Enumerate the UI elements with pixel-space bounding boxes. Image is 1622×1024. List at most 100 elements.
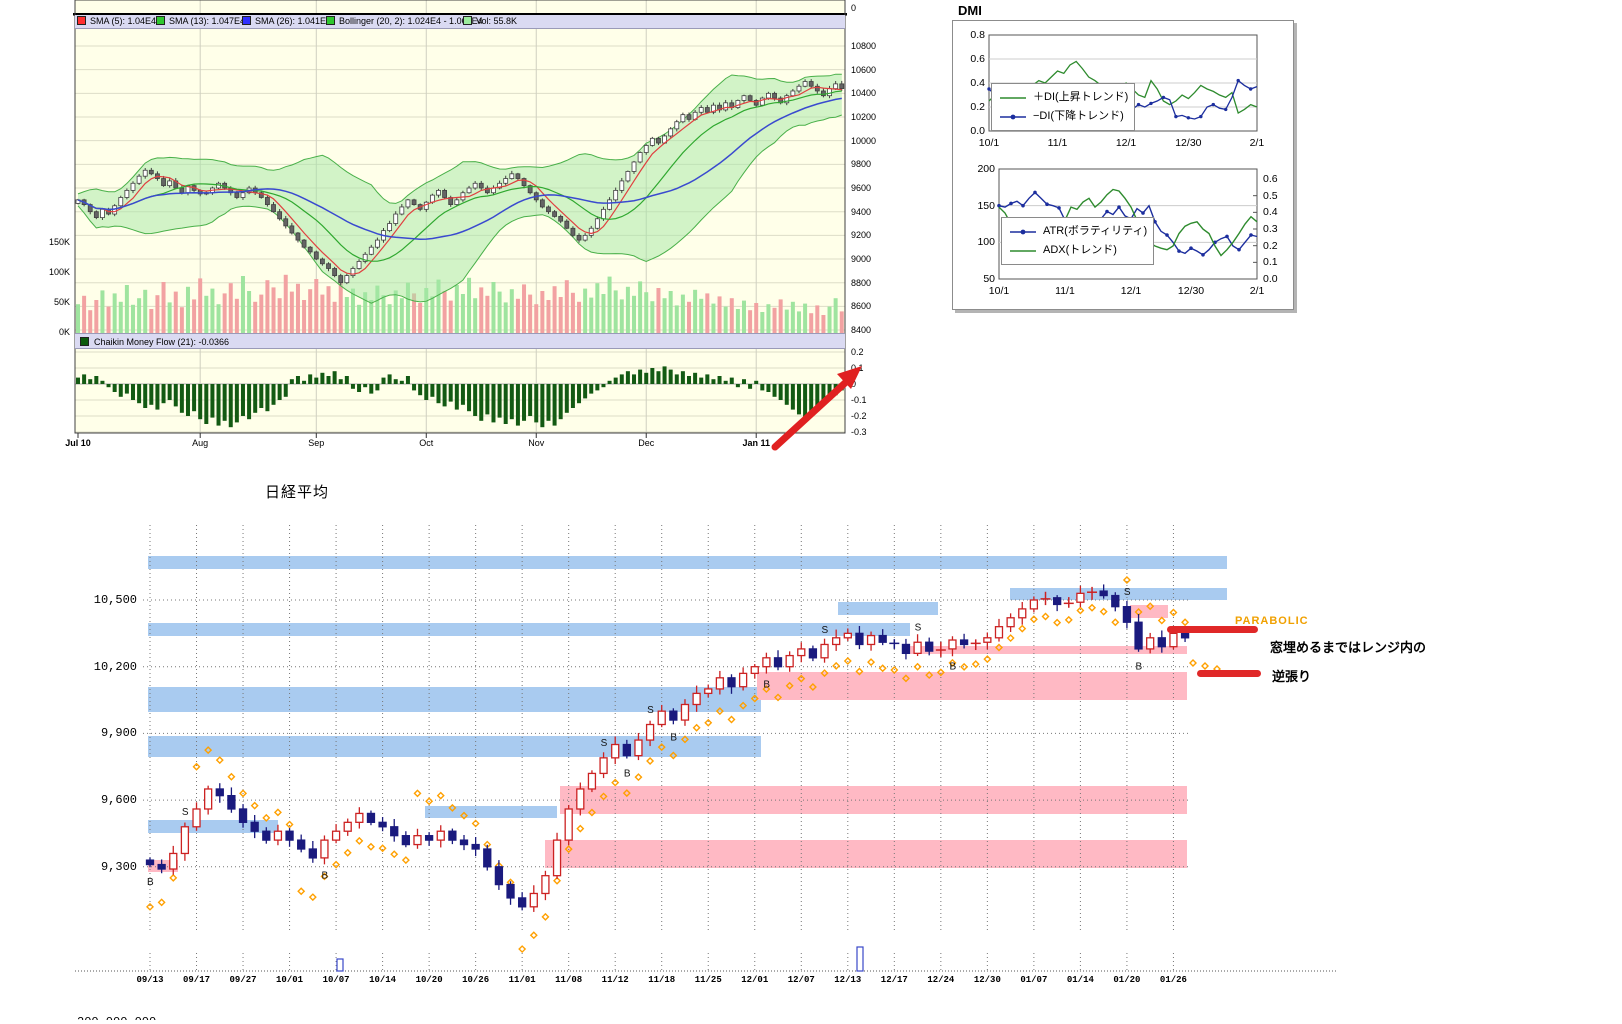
legend-volume: Vol: 55.8K <box>463 16 517 26</box>
atr-y-label: 150 <box>977 199 995 212</box>
cmf-legend-bar: Chaikin Money Flow (21): -0.0366 <box>75 333 845 349</box>
atr-x-label: 2/1 <box>1249 285 1265 297</box>
legend-series-label: ＋DI(上昇トレンド) <box>1033 91 1129 103</box>
main-chart-canvas <box>73 0 847 438</box>
atr-y-label: 50 <box>983 272 995 285</box>
atr-x-label: 10/1 <box>988 285 1010 297</box>
dmi-y-label: 0.0 <box>970 125 985 137</box>
atr-y2-label: 0.1 <box>1263 256 1278 269</box>
dmi-chart-box: 0.8 0.6 0.4 0.2 0.0 10/1 11/1 12/1 12/30 2/1 200 15… <box>952 20 1294 310</box>
dmi-indicator-panel: DMI 0.8 0.6 0.4 0.2 0.0 10/1 11/1 12/1 12/30 2/1 2… <box>950 3 1312 318</box>
cmf-legend-label: Chaikin Money Flow (21): -0.0366 <box>94 337 230 347</box>
svg-text:S: S <box>647 705 654 716</box>
nikkei-range-chart-panel: 日経平均 B S B S B S B B S S B S B 10,500 10,200 9,900 9,60… <box>75 475 1622 1024</box>
cmf-tick-label: 0.1 <box>851 363 864 373</box>
volume-axis-label: 200,000,000 <box>77 1015 156 1020</box>
legend-line-swatch <box>1000 114 1026 119</box>
legend-line-swatch <box>1010 249 1036 252</box>
bottom-date-label: 01/20 <box>1113 975 1141 985</box>
sma13-color-swatch <box>156 16 165 25</box>
svg-text:B: B <box>1136 662 1143 673</box>
legend-sma26: SMA (26): 1.041E4 <box>242 16 331 26</box>
dmi-y-label: 0.6 <box>970 53 985 65</box>
price-tick-label: 9800 <box>851 159 872 170</box>
legend-series-label: ADX(トレンド) <box>1043 244 1117 256</box>
sma5-color-swatch <box>77 16 86 25</box>
legend-sma13-label: SMA (13): 1.047E4 <box>169 16 246 26</box>
bottom-date-label: 12/17 <box>880 975 908 985</box>
svg-text:B: B <box>624 768 631 779</box>
svg-text:S: S <box>822 625 829 636</box>
atr-y2-label: 0.4 <box>1263 206 1278 219</box>
atr-y2-label: 0.2 <box>1263 239 1278 252</box>
volume-tick-label: 0K <box>58 327 70 337</box>
bottom-chart-canvas: B S B S B S B B S S B S B <box>75 525 1337 972</box>
bottom-date-label: 10/14 <box>369 975 397 985</box>
legend-bollinger: Bollinger (20, 2): 1.024E4 - 1.064E4 <box>326 16 483 26</box>
bottom-date-label: 11/08 <box>555 975 583 985</box>
bottom-price-label: 9,600 <box>100 793 137 808</box>
svg-text:B: B <box>763 679 770 690</box>
legend-bollinger-label: Bollinger (20, 2): 1.024E4 - 1.064E4 <box>339 16 483 26</box>
dmi-x-label: 10/1 <box>978 137 1000 149</box>
bottom-date-label: 10/20 <box>415 975 443 985</box>
dmi-x-label: 2/1 <box>1249 137 1265 149</box>
price-tick-label: 9000 <box>851 254 872 265</box>
legend-line-swatch <box>1010 229 1036 234</box>
price-tick-label: 9400 <box>851 206 872 217</box>
cmf-tick-label: 0 <box>851 379 857 389</box>
cmf-tick-label: 0.2 <box>851 347 864 357</box>
legend-row: −DI(下降トレンド) <box>998 107 1128 126</box>
bottom-date-label: 12/30 <box>973 975 1001 985</box>
legend-sma5-label: SMA (5): 1.04E4 <box>90 16 157 26</box>
legend-line-swatch <box>1000 96 1026 99</box>
bottom-price-label: 10,500 <box>93 593 137 607</box>
legend-sma5: SMA (5): 1.04E4 <box>77 16 156 26</box>
parabolic-annotation-label: PARABOLIC <box>1235 615 1309 627</box>
bottom-date-label: 10/07 <box>322 975 350 985</box>
indicator-legend-bar: SMA (5): 1.04E4 SMA (13): 1.047E4 SMA (2… <box>75 15 845 29</box>
dmi-x-label: 12/1 <box>1115 137 1137 149</box>
svg-text:B: B <box>321 871 328 882</box>
bottom-date-label: 12/13 <box>834 975 862 985</box>
bottom-date-label: 11/12 <box>601 975 629 985</box>
bottom-date-label: 01/26 <box>1159 975 1187 985</box>
month-label: Sep <box>308 438 325 448</box>
volume-axis-label-clipped: 200,000,000 <box>77 1012 156 1020</box>
volume-tick-label: 50K <box>53 297 70 307</box>
bottom-price-label: 10,200 <box>93 659 137 674</box>
bottom-date-label: 12/24 <box>927 975 955 985</box>
atr-y-label: 200 <box>977 163 995 175</box>
dmi-y-label: 0.8 <box>970 29 985 41</box>
annotation-note-2: 逆張り <box>1272 669 1312 684</box>
legend-volume-label: Vol: 55.8K <box>476 16 518 26</box>
volume-tick-label: 150K <box>48 237 70 247</box>
bottom-date-label: 11/01 <box>508 975 536 985</box>
legend-sma26-label: SMA (26): 1.041E4 <box>255 16 332 26</box>
cmf-tick-label: -0.2 <box>851 411 867 421</box>
bottom-date-label: 09/17 <box>183 975 211 985</box>
month-label: Oct <box>419 438 434 448</box>
dmi-x-label: 11/1 <box>1047 137 1068 149</box>
bottom-date-label: 01/07 <box>1020 975 1048 985</box>
bottom-date-label: 10/01 <box>276 975 304 985</box>
price-tick-label: 9200 <box>851 230 872 241</box>
atr-x-label: 12/30 <box>1177 285 1205 297</box>
bottom-date-label: 09/27 <box>229 975 257 985</box>
red-marker-line-upper <box>1167 626 1258 633</box>
svg-text:B: B <box>147 877 154 888</box>
legend-row: ATR(ボラティリティ) <box>1008 222 1147 241</box>
legend-row: ADX(トレンド) <box>1008 241 1147 260</box>
price-tick-label: 10800 <box>851 41 877 51</box>
bollinger-color-swatch <box>326 16 335 25</box>
annotation-note-1: 窓埋めるまではレンジ内の <box>1270 640 1427 655</box>
bottom-date-label: 09/13 <box>136 975 164 985</box>
month-label: Dec <box>638 438 655 448</box>
bottom-date-label: 10/26 <box>462 975 490 985</box>
dmi-y-label: 0.2 <box>970 101 985 113</box>
svg-text:B: B <box>670 733 677 744</box>
month-label: Jul 10 <box>65 438 91 448</box>
month-label: Jan 11 <box>742 438 770 448</box>
bottom-date-label: 12/01 <box>741 975 769 985</box>
